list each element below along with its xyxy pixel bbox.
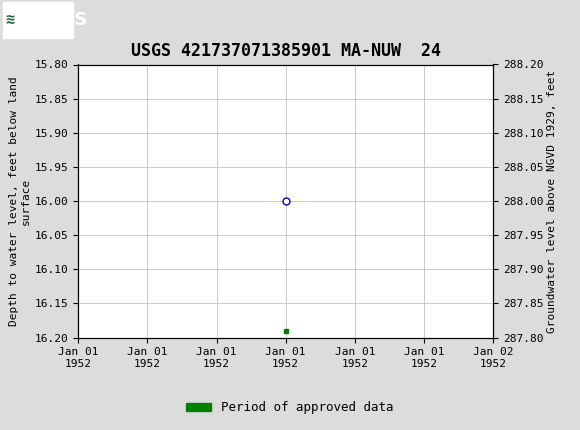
- Text: ≋: ≋: [6, 12, 15, 28]
- Y-axis label: Depth to water level, feet below land
surface: Depth to water level, feet below land su…: [9, 76, 31, 326]
- Y-axis label: Groundwater level above NGVD 1929, feet: Groundwater level above NGVD 1929, feet: [548, 69, 557, 333]
- Title: USGS 421737071385901 MA-NUW  24: USGS 421737071385901 MA-NUW 24: [130, 42, 441, 60]
- Text: USGS: USGS: [32, 11, 87, 29]
- FancyBboxPatch shape: [3, 2, 72, 38]
- Legend: Period of approved data: Period of approved data: [181, 396, 399, 419]
